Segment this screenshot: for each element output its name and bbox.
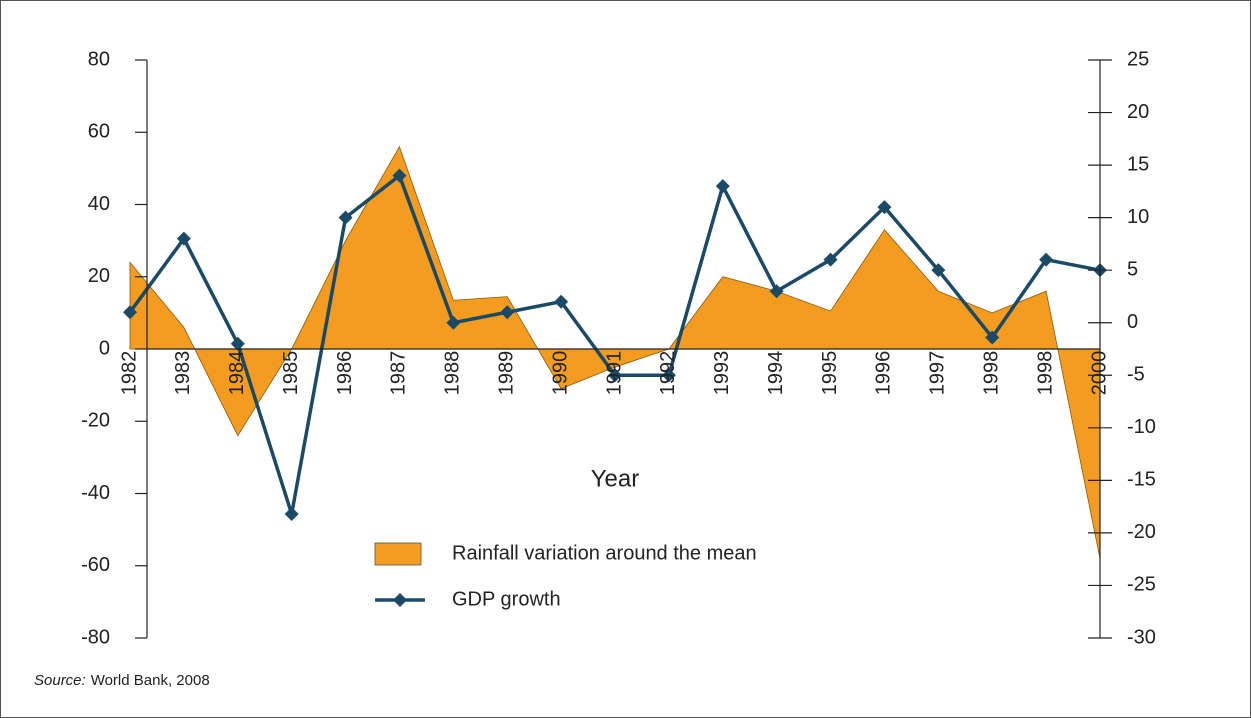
x-tick-label: 1991 — [603, 351, 625, 396]
x-tick-label: 1986 — [334, 351, 356, 396]
source-label: Source: — [34, 672, 86, 689]
legend-label: GDP growth — [452, 588, 561, 610]
legend-swatch — [374, 542, 422, 566]
marker — [554, 294, 569, 309]
y-tick-label: -20 — [81, 410, 110, 432]
x-tick-label: 1992 — [657, 351, 679, 396]
marker — [931, 263, 946, 278]
marker — [176, 231, 191, 246]
x-tick-label: 1996 — [873, 351, 895, 396]
x-tick-label: 1984 — [226, 351, 248, 396]
x-tick-label: 1990 — [549, 351, 571, 396]
y2-tick-label: 15 — [1127, 153, 1149, 175]
marker — [338, 210, 353, 225]
y2-tick-label: 20 — [1127, 101, 1149, 123]
y2-tick-label: -20 — [1127, 521, 1156, 543]
y2-tick-label: -25 — [1127, 574, 1156, 596]
marker — [608, 368, 622, 383]
y2-tick-label: 0 — [1127, 311, 1138, 333]
marker — [661, 368, 676, 383]
marker — [446, 315, 461, 330]
marker — [123, 305, 137, 320]
x-tick-label: 1982 — [118, 351, 140, 396]
y2-tick-label: 10 — [1127, 206, 1149, 228]
x-tick-label: 1987 — [388, 351, 410, 396]
marker — [715, 179, 730, 194]
marker — [392, 168, 407, 183]
marker — [769, 284, 784, 299]
y-tick-label: 80 — [88, 48, 110, 70]
x-tick-label: 2000 — [1088, 351, 1110, 396]
y-tick-label: -60 — [81, 554, 110, 576]
x-tick-label: 1993 — [711, 351, 733, 396]
y2-tick-label: -5 — [1127, 364, 1145, 386]
y2-tick-label: -10 — [1127, 416, 1156, 438]
y-tick-label: 60 — [88, 121, 110, 143]
marker — [284, 506, 299, 521]
y-tick-label: 20 — [88, 265, 110, 287]
x-tick-label: 1998 — [1034, 351, 1056, 396]
x-tick-label: 1988 — [442, 351, 464, 396]
y2-tick-label: -15 — [1127, 469, 1156, 491]
x-tick-label: 1994 — [765, 351, 787, 396]
y-tick-label: -80 — [81, 626, 110, 648]
legend-label: Rainfall variation around the mean — [452, 542, 757, 564]
marker — [877, 200, 892, 215]
marker — [823, 252, 838, 267]
x-tick-label: 1998 — [981, 351, 1003, 396]
source: Source: World Bank, 2008 — [34, 672, 210, 689]
source-text: World Bank, 2008 — [91, 672, 210, 689]
x-tick-label: 1989 — [496, 351, 518, 396]
area — [129, 145, 1101, 559]
x-tick-label: 1985 — [280, 351, 302, 396]
marker — [1039, 252, 1054, 267]
marker — [230, 336, 245, 351]
marker — [500, 305, 515, 320]
x-tick-label: 1983 — [172, 351, 194, 396]
legend-marker — [393, 593, 407, 607]
y-tick-label: 40 — [88, 193, 110, 215]
y-tick-label: 0 — [99, 337, 110, 359]
y2-tick-label: -30 — [1127, 626, 1156, 648]
marker — [985, 330, 1000, 345]
x-tick-label: 1997 — [927, 351, 949, 396]
x-tick-label: 1995 — [819, 351, 841, 396]
x-axis-label: Year — [591, 465, 640, 492]
y2-tick-label: 5 — [1127, 258, 1138, 280]
y2-tick-label: 25 — [1127, 48, 1149, 70]
y-tick-label: -40 — [81, 482, 110, 504]
